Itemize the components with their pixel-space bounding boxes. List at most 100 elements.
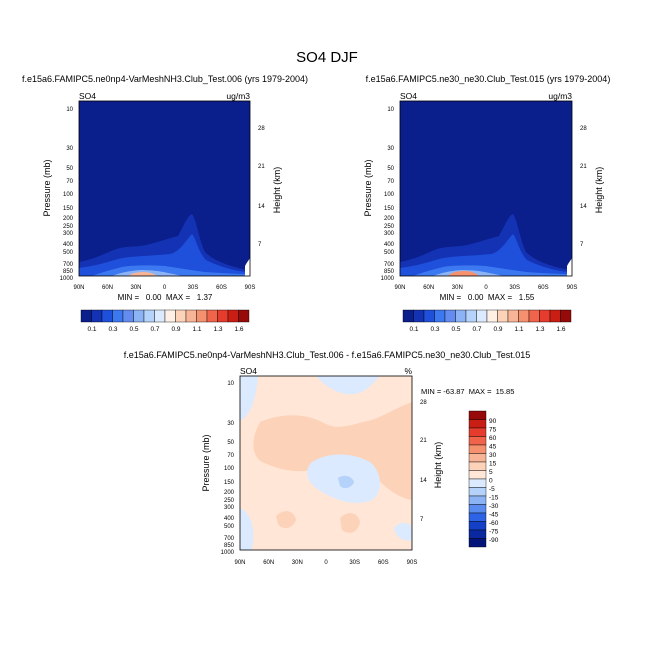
cbar-a-swatch [227,309,239,323]
panel-b-xtick-90N: 90N [394,285,405,291]
cbar-diff-swatch [468,470,487,480]
panel-a-y-ticks: 10 30 50 70 100 150 200 250 300 400 500 … [60,107,74,282]
cbar-diff-label-90: 90 [489,418,497,425]
cbar-diff-label-75: 75 [489,427,497,434]
cbar-diff-label-neg60: -60 [489,520,499,527]
panel-b-ytick-100: 100 [384,192,395,198]
cbar-b-swatch [465,309,477,323]
panel-diff-warm-lower [340,513,360,533]
cbar-diff-swatch [468,487,487,497]
cbar-diff-swatch [468,478,487,488]
cbar-diff-label-neg90: -90 [489,537,499,544]
panel-diff-y2tick-14: 14 [420,478,427,484]
cbar-a-label-0.3: 0.3 [108,326,117,333]
panel-b-colorbar-labels: 0.1 0.3 0.5 0.7 0.9 1.1 1.3 1.6 [409,326,565,333]
cbar-diff-label-30: 30 [489,452,497,459]
cbar-diff-swatch [468,504,487,514]
panel-a-frame [78,100,251,277]
panel-a-y2tick-28: 28 [258,126,265,132]
panel-a-ytick-400: 400 [63,242,74,248]
panel-b: f.e15a6.FAMIPC5.ne30_ne30.Club_Test.015 … [363,74,610,333]
panel-b-ytick-200: 200 [384,216,395,222]
panel-b-xtick-30S: 30S [509,285,520,291]
cbar-b-label-0.3: 0.3 [430,326,439,333]
panel-a-ytick-1000: 1000 [60,276,74,282]
cbar-a-swatch [238,309,250,323]
cbar-b-swatch [486,309,498,323]
panel-diff-xtick-30N: 30N [292,560,303,566]
panel-a-xtick-0: 0 [163,285,167,291]
panel-b-contour-mid [400,234,572,276]
cbar-diff-swatch [468,538,487,548]
cbar-a-swatch [112,309,124,323]
cbar-b-swatch [423,309,435,323]
cbar-b-swatch [455,309,467,323]
cbar-b-label-1.1: 1.1 [514,326,523,333]
panel-a-y2tick-7: 7 [258,242,262,248]
panel-diff-cool-lower-right [394,522,412,541]
panel-b-ytick-700: 700 [384,262,395,268]
cbar-a-swatch [80,309,92,323]
panel-b-y-ticks: 10 30 50 70 100 150 200 250 300 400 500 … [381,107,395,282]
cbar-b-swatch [518,309,530,323]
panel-diff-y2label: Height (km) [433,442,443,489]
panel-b-ytick-10: 10 [387,107,394,113]
panel-diff-colorbar-labels: 90 75 60 45 30 15 5 0 -5 -15 -30 -45 -60… [489,418,499,544]
panel-a-x-ticks: 90N 60N 30N 0 30S 60S 90S [73,285,255,291]
cbar-b-swatch [549,309,561,323]
panel-a-xtick-90N: 90N [73,285,84,291]
cbar-diff-label-60: 60 [489,435,497,442]
panel-b-ytick-150: 150 [384,206,395,212]
panel-a-ytick-30: 30 [66,146,73,152]
cbar-a-swatch [143,309,155,323]
panel-diff-ytick-850: 850 [224,543,235,549]
panel-a-y2tick-21: 21 [258,164,265,170]
panel-diff-y2tick-28: 28 [420,400,427,406]
panel-diff-ytick-30: 30 [227,421,234,427]
panel-diff-x-ticks: 90N 60N 30N 0 30S 60S 90S [234,560,417,566]
panel-diff-ytick-400: 400 [224,516,235,522]
panel-diff-ytick-50: 50 [227,440,234,446]
panel-a-ytick-200: 200 [63,216,74,222]
panel-a-contour-mid [79,234,250,276]
panel-diff-cool-polar-bottom [240,508,254,550]
panel-b-plot-area [399,100,573,277]
panel-diff-units: % [404,366,412,376]
cbar-a-label-0.1: 0.1 [87,326,96,333]
panel-a-ytick-850: 850 [63,269,74,275]
panel-diff-variable: SO4 [240,366,257,376]
panel-a-xtick-30N: 30N [130,285,141,291]
panel-a-colorbar [80,309,250,323]
panel-a-ytick-50: 50 [66,166,73,172]
cbar-a-swatch [185,309,197,323]
panel-diff-ytick-100: 100 [224,466,235,472]
panel-a-title: f.e15a6.FAMIPC5.ne0np4-VarMeshNH3.Club_T… [22,74,308,84]
panel-diff-xtick-30S: 30S [349,560,360,566]
cbar-b-label-0.5: 0.5 [451,326,460,333]
cbar-b-swatch [539,309,551,323]
panel-a-terrain-mask [245,258,250,276]
cbar-a-swatch [101,309,113,323]
cbar-a-swatch [217,309,229,323]
cbar-a-swatch [175,309,187,323]
cbar-diff-label-neg45: -45 [489,512,499,519]
panel-diff-xtick-90N: 90N [234,560,245,566]
panel-a-xtick-90S: 90S [245,285,256,291]
panel-diff-cool-upper [316,376,380,395]
cbar-diff-label-45: 45 [489,444,497,451]
panel-a-ytick-500: 500 [63,250,74,256]
cbar-a-label-1.1: 1.1 [192,326,201,333]
panel-diff-xtick-60N: 60N [263,560,274,566]
cbar-diff-label-15: 15 [489,461,497,468]
panel-a-ytick-300: 300 [63,231,74,237]
panel-b-ylabel: Pressure (mb) [363,159,373,216]
panel-b-variable: SO4 [400,91,417,101]
panel-b-ytick-1000: 1000 [381,276,395,282]
panel-a-stats: MIN = 0.00 MAX = 1.37 [118,293,213,302]
cbar-a-label-1.3: 1.3 [213,326,222,333]
cbar-b-swatch [413,309,425,323]
panel-a: f.e15a6.FAMIPC5.ne0np4-VarMeshNH3.Club_T… [22,74,308,333]
panel-a-y2-ticks: 28 21 14 7 [258,126,265,248]
panel-diff-y2tick-21: 21 [420,438,427,444]
cbar-diff-label-neg75: -75 [489,529,499,536]
